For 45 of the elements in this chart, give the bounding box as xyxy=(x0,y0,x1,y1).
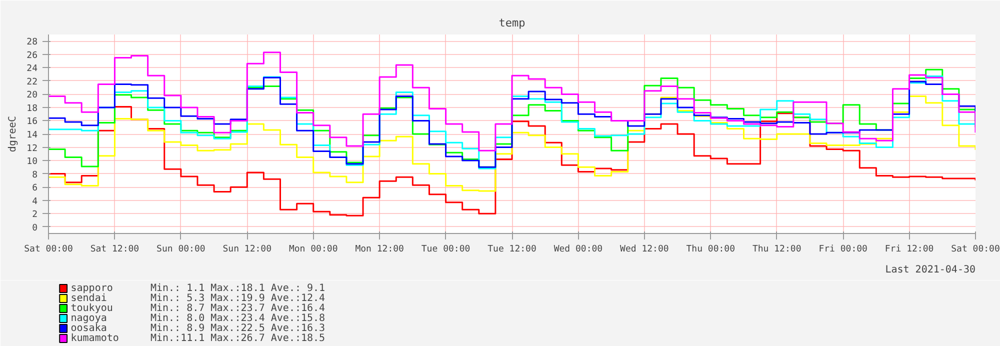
x-tick-label: Thu 12:00 xyxy=(752,244,802,254)
y-tick-label: 28 xyxy=(26,38,38,48)
x-tick-label: Tue 12:00 xyxy=(488,244,536,254)
text: Min.: 8.0 Max.:23.4 Ave.:15.8 xyxy=(150,313,326,324)
x-tick-label: Mon 12:00 xyxy=(355,244,404,254)
y-tick-label: 2 xyxy=(32,210,38,220)
text: Min.: 5.3 Max.:19.9 Ave.:12.4 xyxy=(150,293,326,304)
legend-label: sapporo xyxy=(70,283,113,294)
x-tick-label: Mon 00:00 xyxy=(288,244,338,254)
y-tick-label: 12 xyxy=(26,144,38,154)
text: Min.: 8.7 Max.:23.7 Ave.:16.4 xyxy=(150,303,326,314)
y-tick-label: 10 xyxy=(26,157,38,168)
x-tick-label: Fri 12:00 xyxy=(884,244,934,254)
y-tick-label: 14 xyxy=(26,130,38,140)
y-tick-label: 26 xyxy=(26,50,38,61)
x-tick-label: Sat 00:00 xyxy=(951,244,1000,254)
legend-label: kumamoto xyxy=(70,333,119,344)
y-tick-label: 18 xyxy=(26,104,38,114)
y-tick-label: 24 xyxy=(26,64,38,74)
x-tick-label: Sat 00:00 xyxy=(24,244,73,254)
y-tick-label: 0 xyxy=(32,223,38,234)
y-tick-label: 16 xyxy=(26,117,38,128)
y-tick-label: 4 xyxy=(32,196,38,207)
y-axis-title: dgreeC xyxy=(8,116,19,152)
x-tick-label: Sat 12:00 xyxy=(90,244,140,254)
y-tick-label: 22 xyxy=(26,77,38,88)
text: Min.:11.1 Max.:26.7 Ave.:18.5 xyxy=(150,333,326,344)
x-tick-label: Wed 12:00 xyxy=(620,244,669,254)
text: Min.: 8.9 Max.:22.5 Ave.:16.3 xyxy=(150,323,326,334)
legend-label: nagoya xyxy=(70,313,107,324)
y-tick-label: 6 xyxy=(32,184,38,194)
x-tick-label: Fri 00:00 xyxy=(818,244,868,254)
legend-label: oosaka xyxy=(70,323,107,334)
x-tick-label: Tue 00:00 xyxy=(421,244,470,254)
x-tick-label: Sun 00:00 xyxy=(156,244,206,254)
y-tick-label: 20 xyxy=(26,90,38,101)
y-tick-label: 8 xyxy=(32,170,38,180)
chart-title: temp xyxy=(498,16,526,30)
legend-label: sendai xyxy=(70,293,107,304)
text: Min.: 1.1 Max.:18.1 Ave.: 9.1 xyxy=(150,283,326,294)
legend-label: toukyou xyxy=(70,303,113,314)
text: Last 2021-04-30 xyxy=(885,264,976,276)
x-tick-label: Wed 00:00 xyxy=(554,244,603,254)
x-tick-label: Sun 12:00 xyxy=(222,244,272,254)
x-tick-label: Thu 00:00 xyxy=(686,244,736,254)
